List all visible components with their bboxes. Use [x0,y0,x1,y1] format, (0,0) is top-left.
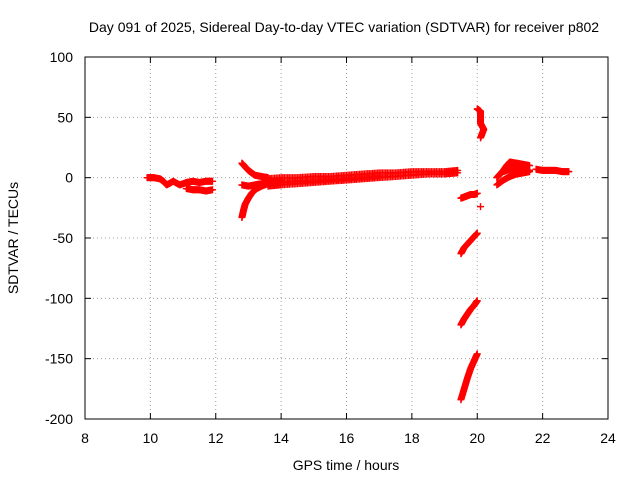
x-tick-label: 20 [469,430,485,446]
y-tick-label: 100 [50,49,74,65]
x-tick-label: 8 [81,430,89,446]
x-tick-label: 12 [208,430,224,446]
series-arc-3 [238,159,272,182]
data-point [473,189,481,197]
y-tick-label: 50 [57,109,73,125]
x-tick-label: 16 [339,430,355,446]
series-arc-18 [532,165,573,176]
series-arc-12 [457,350,481,404]
x-tick-label: 10 [143,430,159,446]
y-tick-label: -50 [53,230,73,246]
data-point [375,172,383,180]
data-points [143,105,573,404]
data-point [473,229,481,237]
data-point [477,203,485,211]
y-axis-label: SDTVAR / TECUs [5,182,21,294]
y-tick-label: -100 [45,290,73,306]
series-arc-11 [457,297,481,329]
x-tick-label: 24 [600,430,616,446]
x-axis-label: GPS time / hours [293,457,400,473]
series-arc-13 [473,105,488,142]
x-tick-labels: 8 10 12 14 16 18 20 22 24 [81,430,616,446]
x-tick-label: 14 [273,430,289,446]
x-tick-label: 22 [535,430,551,446]
data-point [526,166,534,174]
series-arc-8 [277,172,383,186]
series-arc-10 [457,229,481,258]
x-tick-label: 18 [404,430,420,446]
chart-title: Day 091 of 2025, Sidereal Day-to-day VTE… [89,19,599,35]
series-arc-17 [499,164,534,176]
data-point [208,177,216,185]
data-point [473,350,481,358]
axis-ticks [84,56,609,420]
series-arc-14 [477,203,485,211]
data-point [473,297,481,305]
y-tick-label: 0 [65,170,73,186]
series-arc-2 [182,185,216,195]
data-point [208,186,216,194]
data-point [565,168,573,176]
series-arc-15 [493,158,534,182]
data-point [454,169,462,177]
y-tick-labels: -200 -150 -100 -50 0 50 100 [45,49,73,427]
series-arc-1 [143,174,216,189]
series-arc-9 [457,189,481,202]
y-tick-label: -200 [45,411,73,427]
data-point [477,134,485,142]
grid [85,57,608,419]
y-tick-label: -150 [45,351,73,367]
